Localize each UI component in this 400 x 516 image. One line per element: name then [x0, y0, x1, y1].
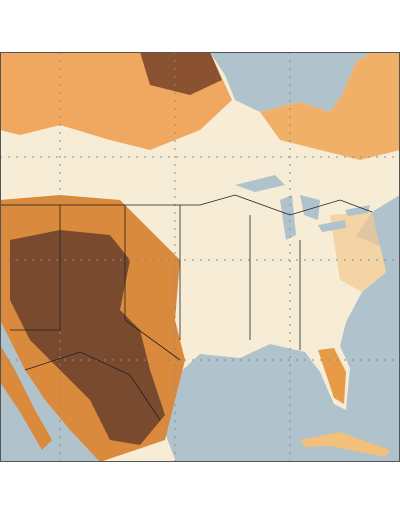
canada-east-orange [260, 52, 400, 160]
canada-dark [140, 52, 222, 95]
florida-orange [318, 348, 346, 404]
east-pale-orange [330, 212, 386, 292]
borders [0, 194, 373, 421]
great-lakes [235, 175, 370, 240]
cuba [300, 432, 390, 457]
baja [0, 345, 52, 450]
graticule [0, 52, 400, 462]
hudson-bay [210, 52, 262, 75]
southwest-dark [10, 230, 165, 445]
